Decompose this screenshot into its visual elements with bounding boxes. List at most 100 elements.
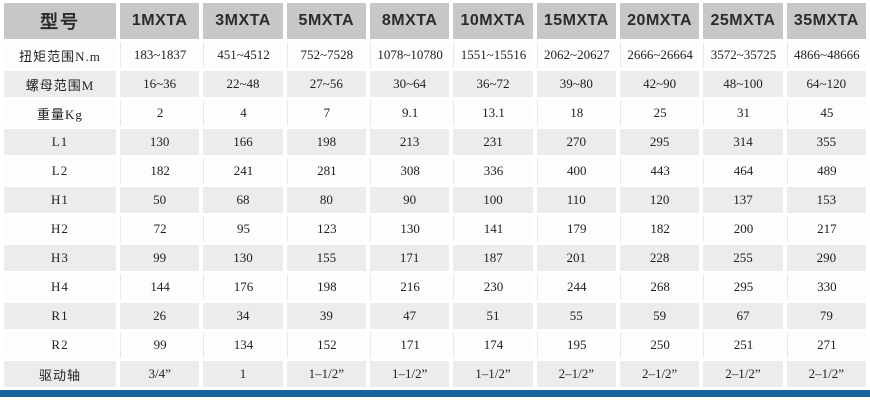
- table-row: 螺母范围M 16~36 22~48 27~56 30~64 36~72 39~80 42~90…: [4, 71, 866, 97]
- table-cell: 4866~48666: [786, 42, 866, 68]
- table-cell: 120: [619, 187, 700, 213]
- table-cell: 110: [536, 187, 616, 213]
- table-cell: 330: [786, 274, 866, 300]
- table-cell: 64~120: [786, 71, 866, 97]
- table-cell: 281: [286, 158, 366, 184]
- table-cell: 268: [619, 274, 700, 300]
- table-cell: 187: [453, 245, 533, 271]
- table-cell: 3/4”: [120, 361, 200, 387]
- table-cell: 100: [453, 187, 533, 213]
- table-cell: 36~72: [453, 71, 533, 97]
- table-cell: 9.1: [369, 100, 450, 126]
- table-cell: 171: [369, 245, 450, 271]
- table-cell: 68: [203, 187, 283, 213]
- table-cell: 155: [286, 245, 366, 271]
- table-cell: 464: [703, 158, 783, 184]
- table-cell: 489: [786, 158, 866, 184]
- table-cell: 195: [536, 332, 616, 358]
- table-cell: 270: [536, 129, 616, 155]
- table-cell: 198: [286, 274, 366, 300]
- table-cell: 228: [619, 245, 700, 271]
- row-label: L2: [4, 158, 116, 184]
- table-cell: 2: [120, 100, 200, 126]
- table-cell: 216: [369, 274, 450, 300]
- table-cell: 50: [120, 187, 200, 213]
- table-cell: 217: [786, 216, 866, 242]
- table-cell: 80: [286, 187, 366, 213]
- table-cell: 290: [786, 245, 866, 271]
- table-row: H2 72 95 123 130 141 179 182 200 217: [4, 216, 866, 242]
- table-cell: 255: [703, 245, 783, 271]
- table-cell: 16~36: [120, 71, 200, 97]
- table-cell: 250: [619, 332, 700, 358]
- table-cell: 25: [619, 100, 700, 126]
- table-cell: 2–1/2”: [786, 361, 866, 387]
- table-cell: 308: [369, 158, 450, 184]
- table-row: R2 99 134 152 171 174 195 250 251 271: [4, 332, 866, 358]
- table-cell: 45: [786, 100, 866, 126]
- table-row: R1 26 34 39 47 51 55 59 67 79: [4, 303, 866, 329]
- table-cell: 48~100: [703, 71, 783, 97]
- table-cell: 153: [786, 187, 866, 213]
- table-cell: 201: [536, 245, 616, 271]
- row-label: 驱动轴: [4, 361, 116, 387]
- table-cell: 55: [536, 303, 616, 329]
- table-cell: 2–1/2”: [536, 361, 616, 387]
- table-cell: 39~80: [536, 71, 616, 97]
- table-cell: 130: [120, 129, 200, 155]
- table-cell: 171: [369, 332, 450, 358]
- table-cell: 1–1/2”: [453, 361, 533, 387]
- table-cell: 1551~15516: [453, 42, 533, 68]
- table-cell: 67: [703, 303, 783, 329]
- table-cell: 2–1/2”: [703, 361, 783, 387]
- row-label: H2: [4, 216, 116, 242]
- table-cell: 251: [703, 332, 783, 358]
- table-cell: 200: [703, 216, 783, 242]
- table-cell: 27~56: [286, 71, 366, 97]
- table-cell: 31: [703, 100, 783, 126]
- table-cell: 1078~10780: [369, 42, 450, 68]
- model-header-cell: 5MXTA: [286, 3, 366, 39]
- table-row: L2 182 241 281 308 336 400 443 464 489: [4, 158, 866, 184]
- table-cell: 99: [120, 245, 200, 271]
- table-cell: 130: [203, 245, 283, 271]
- table-cell: 400: [536, 158, 616, 184]
- table-cell: 213: [369, 129, 450, 155]
- header-row: 型号 1MXTA 3MXTA 5MXTA 8MXTA 10MXTA 15MXTA 20MXTA…: [4, 3, 866, 39]
- table-cell: 134: [203, 332, 283, 358]
- model-header-cell: 15MXTA: [536, 3, 616, 39]
- model-header-cell: 20MXTA: [619, 3, 700, 39]
- table-cell: 174: [453, 332, 533, 358]
- table-cell: 152: [286, 332, 366, 358]
- table-cell: 2–1/2”: [619, 361, 700, 387]
- table-cell: 72: [120, 216, 200, 242]
- table-cell: 3572~35725: [703, 42, 783, 68]
- table-cell: 2062~20627: [536, 42, 616, 68]
- table-row: H3 99 130 155 171 187 201 228 255 290: [4, 245, 866, 271]
- row-label: 扭矩范围N.m: [4, 42, 116, 68]
- row-label: H4: [4, 274, 116, 300]
- table-cell: 26: [120, 303, 200, 329]
- table-cell: 271: [786, 332, 866, 358]
- table-cell: 752~7528: [286, 42, 366, 68]
- table-cell: 1–1/2”: [369, 361, 450, 387]
- spec-table: 型号 1MXTA 3MXTA 5MXTA 8MXTA 10MXTA 15MXTA 20MXTA…: [4, 3, 866, 387]
- table-cell: 4: [203, 100, 283, 126]
- table-cell: 182: [619, 216, 700, 242]
- table-row: H1 50 68 80 90 100 110 120 137 153: [4, 187, 866, 213]
- table-cell: 1–1/2”: [286, 361, 366, 387]
- model-header-cell: 3MXTA: [203, 3, 283, 39]
- table-cell: 295: [703, 274, 783, 300]
- table-cell: 443: [619, 158, 700, 184]
- table-cell: 51: [453, 303, 533, 329]
- table-row: L1 130 166 198 213 231 270 295 314 355: [4, 129, 866, 155]
- model-header-cell: 25MXTA: [703, 3, 783, 39]
- table-cell: 182: [120, 158, 200, 184]
- table-cell: 166: [203, 129, 283, 155]
- model-header-cell: 1MXTA: [120, 3, 200, 39]
- table-cell: 144: [120, 274, 200, 300]
- table-cell: 22~48: [203, 71, 283, 97]
- table-cell: 130: [369, 216, 450, 242]
- table-cell: 90: [369, 187, 450, 213]
- table-cell: 123: [286, 216, 366, 242]
